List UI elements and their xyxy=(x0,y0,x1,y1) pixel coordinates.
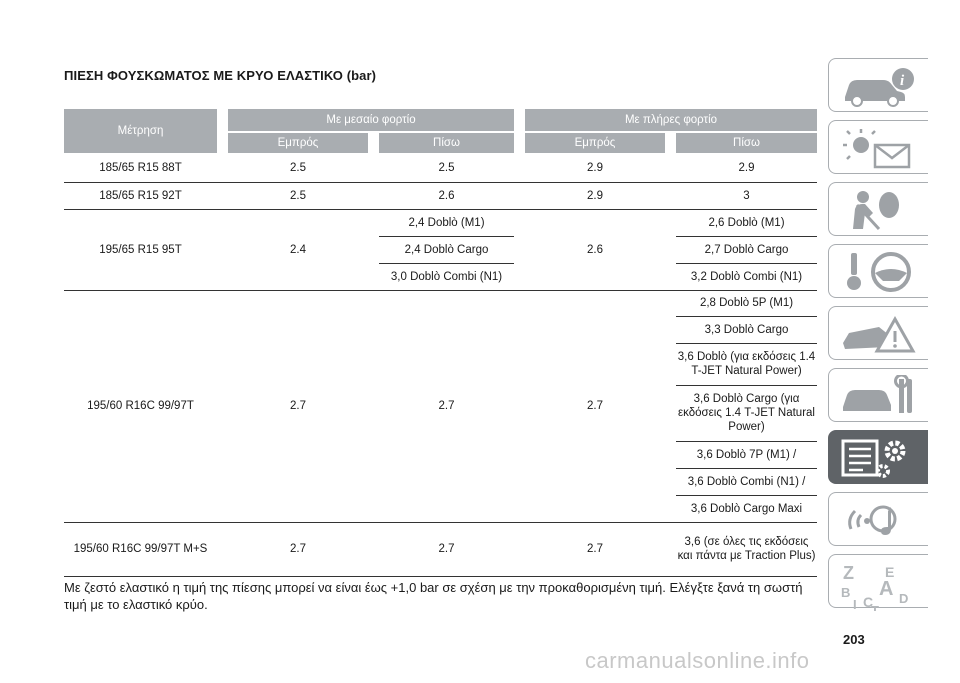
row2-full-front: 2.9 xyxy=(587,189,603,202)
row3-full-rear-3: 3,2 Doblò Combi (N1) xyxy=(690,270,803,283)
row3-avg-rear-3: 3,0 Doblò Combi (N1) xyxy=(390,270,503,283)
tab-safety[interactable] xyxy=(828,182,928,236)
row2-avg-front: 2.5 xyxy=(290,189,306,202)
row3-full-rear-1: 2,6 Doblò (M1) xyxy=(708,216,785,229)
row1-tyre: 185/65 R15 88T xyxy=(99,162,182,174)
sub-divider xyxy=(676,441,817,442)
car-maintenance-icon xyxy=(843,375,912,413)
svg-text:A: A xyxy=(879,578,893,600)
svg-text:Z: Z xyxy=(843,563,854,583)
row4-full-rear-4: 3,6 Doblò Cargo (για εκδόσεις 1.4 T-JET … xyxy=(678,393,815,433)
row3-avg-front: 2.4 xyxy=(290,243,306,256)
steering-wheel-key-icon xyxy=(847,252,911,292)
row1-avg-front: 2.5 xyxy=(290,162,306,174)
row4-full-front: 2.7 xyxy=(587,400,603,412)
sub-divider xyxy=(676,316,817,317)
table-header: Μέτρηση Με μεσαίο φορτίο Με πλήρες φορτί… xyxy=(64,109,817,153)
row-divider xyxy=(64,290,817,291)
watermark: carmanualsonline.info xyxy=(585,648,810,673)
svg-text:i: i xyxy=(900,73,905,89)
row-divider xyxy=(64,522,817,523)
sub-divider xyxy=(676,385,817,386)
row3-full-rear-2: 2,7 Doblò Cargo xyxy=(704,243,789,256)
svg-text:T: T xyxy=(871,603,879,611)
sub-divider xyxy=(676,263,817,264)
index-letters-icon: Z E B A I C D T xyxy=(841,563,908,611)
row3-full-front: 2.6 xyxy=(587,243,603,256)
svg-text:D: D xyxy=(899,591,908,606)
tab-index[interactable]: Z E B A I C D T xyxy=(828,554,928,611)
row4-avg-rear: 2.7 xyxy=(438,400,455,412)
row3-avg-rear-2: 2,4 Doblò Cargo xyxy=(404,243,489,256)
tab-emergency[interactable] xyxy=(828,306,928,360)
svg-text:B: B xyxy=(841,585,850,600)
row5-avg-front: 2.7 xyxy=(290,543,306,555)
row4-full-rear-3: 3,6 Doblò (για εκδόσεις 1.4 T-JET Natura… xyxy=(677,351,816,377)
row4-full-rear-7: 3,6 Doblò Cargo Maxi xyxy=(690,502,803,515)
airbag-safety-icon xyxy=(853,191,899,231)
row3-tyre: 195/65 R15 95T xyxy=(99,243,182,256)
sub-divider xyxy=(379,263,514,264)
header-avg-rear: Πίσω xyxy=(379,133,514,153)
row2-full-rear: 3 xyxy=(743,189,750,202)
sub-divider xyxy=(676,343,817,344)
row3-avg-rear-1: 2,4 Doblò (M1) xyxy=(408,216,485,229)
row-divider xyxy=(64,182,817,183)
row5-full-front: 2.7 xyxy=(587,543,603,555)
tab-warning-lights[interactable] xyxy=(828,120,928,174)
row2-tyre: 185/65 R15 92T xyxy=(99,189,182,202)
row4-full-rear-6: 3,6 Doblò Combi (N1) / xyxy=(687,475,806,488)
row1-avg-rear: 2.5 xyxy=(438,162,455,174)
car-info-icon: i xyxy=(845,68,914,107)
sub-divider xyxy=(676,495,817,496)
row5-avg-rear: 2.7 xyxy=(438,543,455,555)
row2-avg-rear: 2.6 xyxy=(438,189,455,202)
tab-multimedia[interactable] xyxy=(828,492,928,546)
page-number: 203 xyxy=(843,632,865,647)
header-full-rear: Πίσω xyxy=(676,133,817,153)
row4-tyre: 195/60 R16C 99/97T xyxy=(87,400,194,412)
page-title: ΠΙΕΣΗ ΦΟΥΣΚΩΜΑΤΟΣ ΜΕ ΚΡΥΟ ΕΛΑΣΤΙΚΟ (bar) xyxy=(64,68,377,83)
row4-full-rear-5: 3,6 Doblò 7P (M1) / xyxy=(696,448,797,461)
header-avg-load: Με μεσαίο φορτίο xyxy=(228,109,514,131)
row4-avg-front: 2.7 xyxy=(290,400,306,412)
header-full-load: Με πλήρες φορτίο xyxy=(525,109,817,131)
sub-divider xyxy=(379,236,514,237)
row1-full-rear: 2.9 xyxy=(738,162,755,174)
tab-starting-driving[interactable] xyxy=(828,244,928,298)
row-divider xyxy=(64,209,817,210)
row-divider xyxy=(64,576,817,577)
technical-data-icon xyxy=(841,439,906,478)
row1-full-front: 2.9 xyxy=(587,162,603,174)
svg-text:C: C xyxy=(863,594,873,610)
header-avg-front: Εμπρός xyxy=(228,133,368,153)
row5-tyre: 195/60 R16C 99/97T M+S xyxy=(73,543,208,555)
header-full-front: Εμπρός xyxy=(525,133,665,153)
multimedia-icon xyxy=(848,505,897,535)
sub-divider xyxy=(676,236,817,237)
tab-technical-data[interactable] xyxy=(828,430,928,484)
tab-maintenance[interactable] xyxy=(828,368,928,422)
note-text: Με ζεστό ελαστικό η τιμή της πίεσης μπορ… xyxy=(64,580,803,612)
header-measure: Μέτρηση xyxy=(64,109,217,153)
row4-full-rear-1: 2,8 Doblò 5P (M1) xyxy=(699,297,794,309)
row5-full-rear: 3,6 (σε όλες τις εκδόσεις και πάντα με T… xyxy=(677,536,816,562)
emergency-car-icon xyxy=(843,315,916,353)
svg-text:I: I xyxy=(853,597,857,611)
svg-text:E: E xyxy=(885,564,894,580)
sub-divider xyxy=(676,468,817,469)
row4-full-rear-2: 3,3 Doblò Cargo xyxy=(704,323,789,336)
tab-car-info[interactable]: i xyxy=(828,58,928,112)
warning-lights-message-icon xyxy=(843,129,911,169)
